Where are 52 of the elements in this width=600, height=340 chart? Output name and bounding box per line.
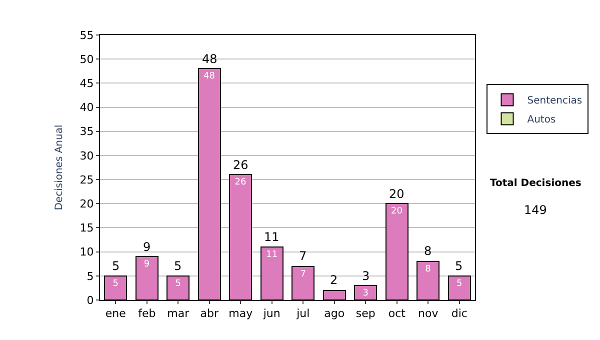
data-label: 20	[391, 206, 403, 217]
data-label: 48	[204, 72, 216, 82]
total-label: 48	[202, 52, 218, 66]
total-label: 8	[424, 244, 432, 258]
x-tick-label: may	[228, 307, 254, 320]
x-tick-label: ene	[105, 307, 126, 320]
y-tick-label: 25	[80, 173, 94, 186]
text: 149	[524, 203, 547, 217]
x-tick-label: feb	[138, 307, 156, 320]
y-tick-label: 10	[80, 246, 94, 259]
data-label: 26	[234, 178, 246, 188]
x-tick-label: sep	[356, 307, 376, 320]
data-label: 3	[362, 288, 368, 299]
legend-label: Autos	[527, 114, 556, 126]
y-tick-label: 30	[80, 149, 94, 162]
total-label: 5	[174, 259, 182, 273]
x-tick-label: abr	[200, 307, 219, 320]
legend-label: Sentencias	[527, 96, 582, 107]
x-tick-label: dic	[451, 307, 468, 320]
x-tick-label: ago	[324, 307, 345, 320]
data-label: 8	[425, 264, 432, 274]
data-label: 7	[300, 269, 306, 280]
y-axis-title: Decisiones Anual	[54, 124, 65, 210]
y-tick-label: 0	[86, 294, 94, 307]
total-label: 11	[264, 230, 280, 244]
text: Total Decisiones	[490, 178, 582, 189]
data-label: 9	[144, 260, 150, 270]
total-label: 5	[112, 259, 120, 273]
total-label: 7	[299, 249, 307, 263]
data-label: 11	[266, 250, 278, 260]
y-tick-label: 20	[80, 197, 94, 210]
total-label: 5	[455, 259, 463, 273]
total-label: 3	[362, 269, 370, 283]
y-tick-label: 5	[86, 270, 94, 283]
y-tick-label: 15	[80, 222, 94, 235]
x-tick-label: nov	[418, 307, 439, 320]
total-label: 20	[389, 187, 404, 201]
y-tick-label: 35	[80, 125, 94, 138]
data-label: 5	[175, 278, 181, 289]
y-tick-label: 40	[80, 101, 94, 114]
data-label: 5	[112, 278, 118, 289]
total-label: 26	[233, 158, 248, 172]
y-tick-label: 55	[80, 28, 94, 42]
total-label: 9	[143, 240, 151, 254]
x-tick-label: jul	[296, 307, 310, 320]
data-label: 5	[456, 278, 462, 289]
y-tick-label: 45	[80, 77, 94, 90]
y-tick-label: 50	[80, 52, 94, 66]
total-label: 2	[330, 273, 338, 287]
x-tick-label: jun	[262, 307, 280, 320]
x-tick-label: mar	[167, 307, 190, 320]
x-tick-label: oct	[388, 307, 406, 320]
